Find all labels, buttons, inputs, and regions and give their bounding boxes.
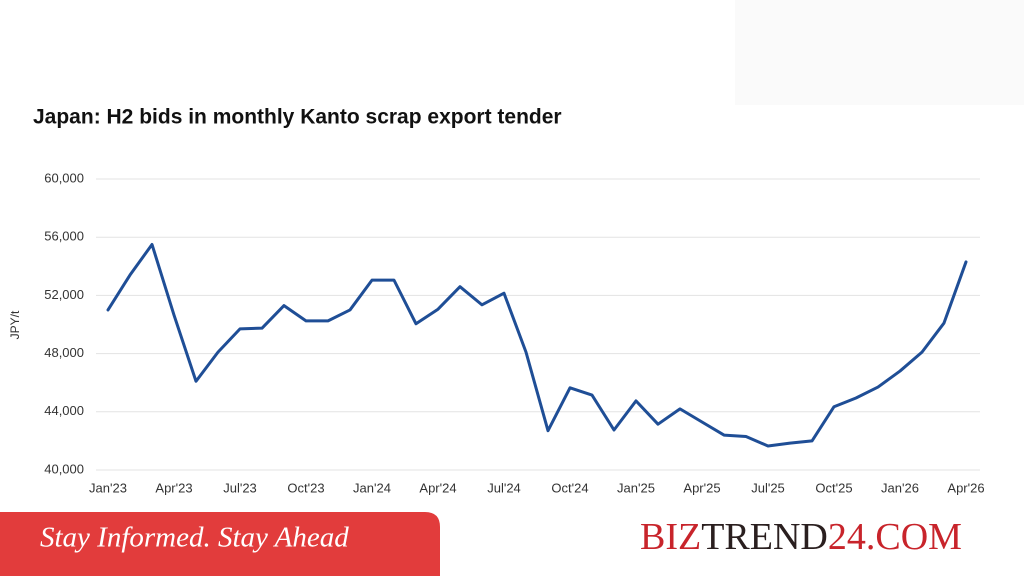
data-line [106, 242, 968, 448]
y-tick-label: 44,000 [44, 403, 84, 418]
y-tick-label: 60,000 [44, 170, 84, 185]
banner-slogan: Stay Informed. Stay Ahead [40, 522, 349, 554]
brand-part: 24.COM [828, 516, 962, 558]
y-tick-label: 40,000 [44, 461, 84, 476]
x-tick-label: Jan'25 [617, 480, 655, 495]
y-tick-label: 56,000 [44, 229, 84, 244]
x-tick-label: Jul'25 [751, 480, 785, 495]
plot-area: 40,000 44,000 48,000 52,000 56,000 60,000 Jan'… [44, 170, 984, 495]
x-tick-label: Apr'24 [419, 480, 456, 495]
banner-bar [0, 512, 440, 576]
x-tick-label: Apr'25 [683, 480, 720, 495]
brand-part: BIZ [640, 516, 701, 558]
x-tick-label: Apr'23 [155, 480, 192, 495]
x-tick-label: Jan'23 [89, 480, 127, 495]
y-axis-label: JPY/t [8, 310, 22, 339]
chart-title: Japan: H2 bids in monthly Kanto scrap ex… [33, 106, 562, 129]
x-tick-label: Jan'26 [881, 480, 919, 495]
corner-shade [735, 0, 1024, 105]
brand-part: TREND [701, 516, 828, 558]
x-tick-label: Oct'24 [551, 480, 588, 495]
x-tick-label: Jan'24 [353, 480, 391, 495]
x-tick-label: Jul'24 [487, 480, 521, 495]
x-tick-label: Apr'26 [947, 480, 984, 495]
y-tick-label: 52,000 [44, 287, 84, 302]
x-tick-label: Oct'23 [287, 480, 324, 495]
y-tick-label: 48,000 [44, 345, 84, 360]
x-tick-label: Jul'23 [223, 480, 257, 495]
x-tick-label: Oct'25 [815, 480, 852, 495]
brand-logo: BIZTREND24.COM [640, 516, 962, 558]
